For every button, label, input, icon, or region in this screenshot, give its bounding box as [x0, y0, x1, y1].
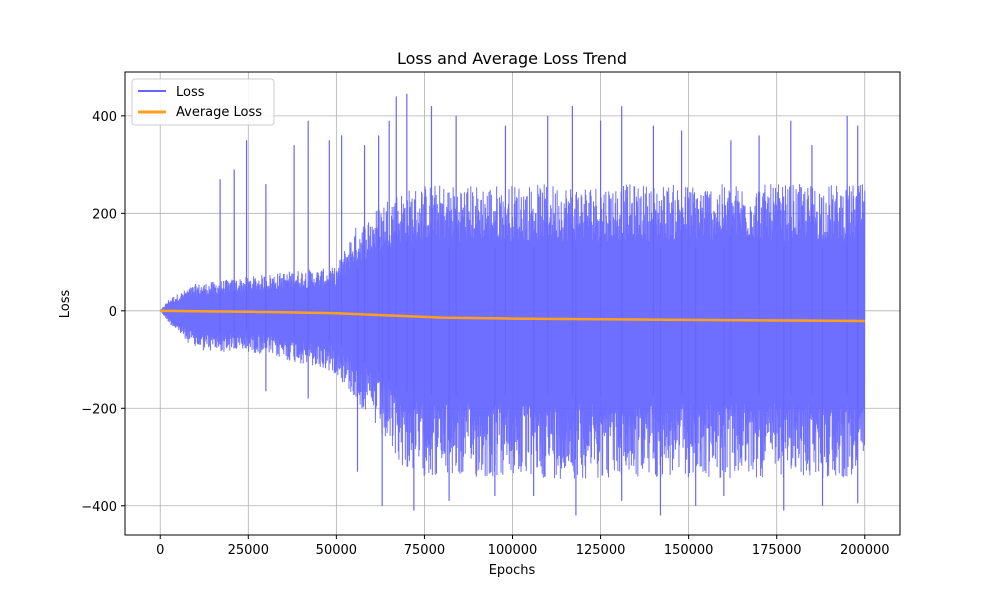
legend-box	[131, 78, 275, 126]
loss-line	[159, 184, 866, 479]
x-tick-label: 175000	[752, 543, 802, 558]
y-tick-label: 0	[109, 305, 117, 320]
x-tick-label: 0	[156, 543, 164, 558]
y-tick-label: −200	[81, 402, 117, 417]
x-tick-label: 125000	[576, 543, 626, 558]
axes	[121, 71, 901, 539]
x-tick-label: 200000	[840, 543, 890, 558]
y-tick-label: 400	[92, 110, 117, 125]
y-tick-label: −400	[81, 500, 117, 515]
chart-title: Loss and Average Loss Trend	[397, 49, 627, 68]
legend: Loss Average Loss	[131, 78, 275, 126]
loss-series	[159, 93, 866, 516]
y-tick-label: 200	[92, 207, 117, 222]
tick-labels: 0 25000 50000 75000 100000 125000 150000 175000…	[81, 110, 889, 558]
x-tick-label: 25000	[228, 543, 269, 558]
x-tick-label: 75000	[404, 543, 445, 558]
legend-average-loss-label: Average Loss	[176, 105, 262, 120]
legend-loss-label: Loss	[176, 85, 205, 100]
average-loss-line	[160, 309, 865, 323]
x-tick-label: 150000	[664, 543, 714, 558]
x-axis-label: Epochs	[489, 563, 536, 578]
average-loss-series	[160, 309, 865, 323]
y-axis-label: Loss	[58, 290, 73, 319]
x-tick-label: 100000	[488, 543, 538, 558]
x-tick-label: 50000	[316, 543, 357, 558]
